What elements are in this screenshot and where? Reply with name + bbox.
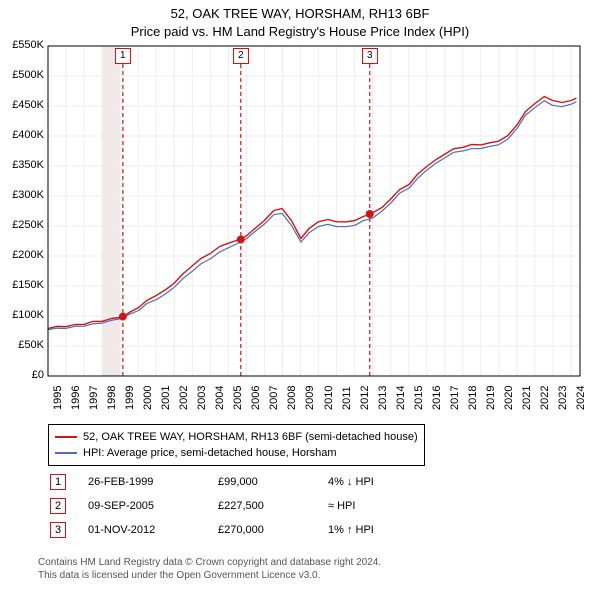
y-tick-label: £550K	[6, 39, 44, 51]
x-tick-label: 1998	[106, 386, 118, 410]
x-tick-label: 2000	[142, 386, 154, 410]
legend-swatch	[55, 452, 77, 454]
page-container: { "title": "52, OAK TREE WAY, HORSHAM, R…	[0, 0, 600, 590]
x-tick-label: 2018	[467, 386, 479, 410]
x-tick-label: 2003	[196, 386, 208, 410]
y-tick-label: £350K	[6, 159, 44, 171]
x-tick-label: 2010	[323, 386, 335, 410]
x-tick-label: 2005	[232, 386, 244, 410]
transaction-date: 01-NOV-2012	[88, 524, 218, 536]
transaction-vs-hpi: 1% ↑ HPI	[328, 524, 374, 536]
event-marker-box: 1	[115, 48, 131, 64]
transaction-row: 1 26-FEB-1999£99,0004% ↓ HPI	[50, 474, 374, 498]
transaction-date: 26-FEB-1999	[88, 476, 218, 488]
x-tick-label: 2002	[178, 386, 190, 410]
x-tick-label: 2021	[521, 386, 533, 410]
x-tick-label: 2008	[286, 386, 298, 410]
transaction-number-box: 2	[50, 498, 66, 514]
x-tick-label: 2019	[485, 386, 497, 410]
x-tick-label: 2017	[449, 386, 461, 410]
event-marker-box: 3	[362, 48, 378, 64]
y-tick-label: £450K	[6, 99, 44, 111]
x-tick-label: 2006	[250, 386, 262, 410]
x-tick-label: 2009	[304, 386, 316, 410]
transaction-row: 3 01-NOV-2012£270,0001% ↑ HPI	[50, 522, 374, 546]
y-tick-label: £200K	[6, 249, 44, 261]
legend-item: 52, OAK TREE WAY, HORSHAM, RH13 6BF (sem…	[55, 429, 418, 445]
x-tick-label: 2011	[341, 386, 353, 410]
price-chart	[0, 0, 592, 380]
y-tick-label: £50K	[6, 339, 44, 351]
x-tick-label: 2023	[557, 386, 569, 410]
legend-label: 52, OAK TREE WAY, HORSHAM, RH13 6BF (sem…	[83, 429, 418, 445]
footer-line-1: Contains HM Land Registry data © Crown c…	[38, 557, 381, 568]
transactions-table: 1 26-FEB-1999£99,0004% ↓ HPI 2 09-SEP-2005£…	[50, 474, 374, 546]
footer-line-2: This data is licensed under the Open Gov…	[38, 570, 320, 581]
y-tick-label: £400K	[6, 129, 44, 141]
legend-label: HPI: Average price, semi-detached house,…	[83, 445, 337, 461]
x-tick-label: 2004	[214, 386, 226, 410]
x-tick-label: 2001	[160, 386, 172, 410]
y-tick-label: £150K	[6, 279, 44, 291]
transaction-vs-hpi: 4% ↓ HPI	[328, 476, 374, 488]
x-tick-label: 2012	[359, 386, 371, 410]
x-tick-label: 1996	[70, 386, 82, 410]
transaction-date: 09-SEP-2005	[88, 500, 218, 512]
y-tick-label: £300K	[6, 189, 44, 201]
x-tick-label: 1997	[88, 386, 100, 410]
x-tick-label: 2007	[268, 386, 280, 410]
legend-item: HPI: Average price, semi-detached house,…	[55, 445, 418, 461]
transaction-row: 2 09-SEP-2005£227,500≈ HPI	[50, 498, 374, 522]
x-tick-label: 2015	[413, 386, 425, 410]
x-tick-label: 2014	[395, 386, 407, 410]
transaction-price: £270,000	[218, 524, 328, 536]
x-tick-label: 1999	[124, 386, 136, 410]
legend-swatch	[55, 436, 77, 438]
x-tick-label: 2020	[503, 386, 515, 410]
event-marker-box: 2	[233, 48, 249, 64]
y-tick-label: £0	[6, 369, 44, 381]
y-tick-label: £100K	[6, 309, 44, 321]
x-tick-label: 1995	[52, 386, 64, 410]
transaction-vs-hpi: ≈ HPI	[328, 500, 355, 512]
transaction-number-box: 3	[50, 522, 66, 538]
transaction-price: £99,000	[218, 476, 328, 488]
transaction-number-box: 1	[50, 474, 66, 490]
x-tick-label: 2024	[575, 386, 587, 410]
x-tick-label: 2013	[377, 386, 389, 410]
legend: 52, OAK TREE WAY, HORSHAM, RH13 6BF (sem…	[48, 424, 425, 466]
transaction-price: £227,500	[218, 500, 328, 512]
x-tick-label: 2016	[431, 386, 443, 410]
y-tick-label: £250K	[6, 219, 44, 231]
y-tick-label: £500K	[6, 69, 44, 81]
footer-attribution: Contains HM Land Registry data © Crown c…	[38, 556, 381, 582]
x-tick-label: 2022	[539, 386, 551, 410]
